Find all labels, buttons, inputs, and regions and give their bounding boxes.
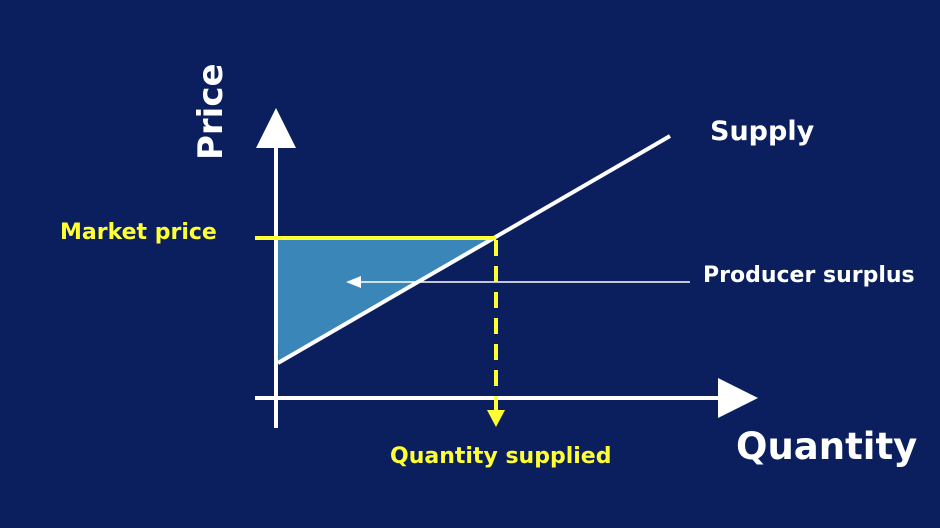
- market-price-label: Market price: [60, 220, 217, 245]
- x-axis-label: Quantity: [736, 425, 918, 468]
- quantity-supplied-arrowhead: [487, 410, 505, 427]
- y-axis-label: Price: [191, 63, 231, 160]
- supply-label: Supply: [710, 116, 815, 147]
- producer-surplus-label: Producer surplus: [703, 263, 915, 288]
- supply-curve: [276, 134, 672, 365]
- quantity-supplied-label: Quantity supplied: [390, 444, 612, 469]
